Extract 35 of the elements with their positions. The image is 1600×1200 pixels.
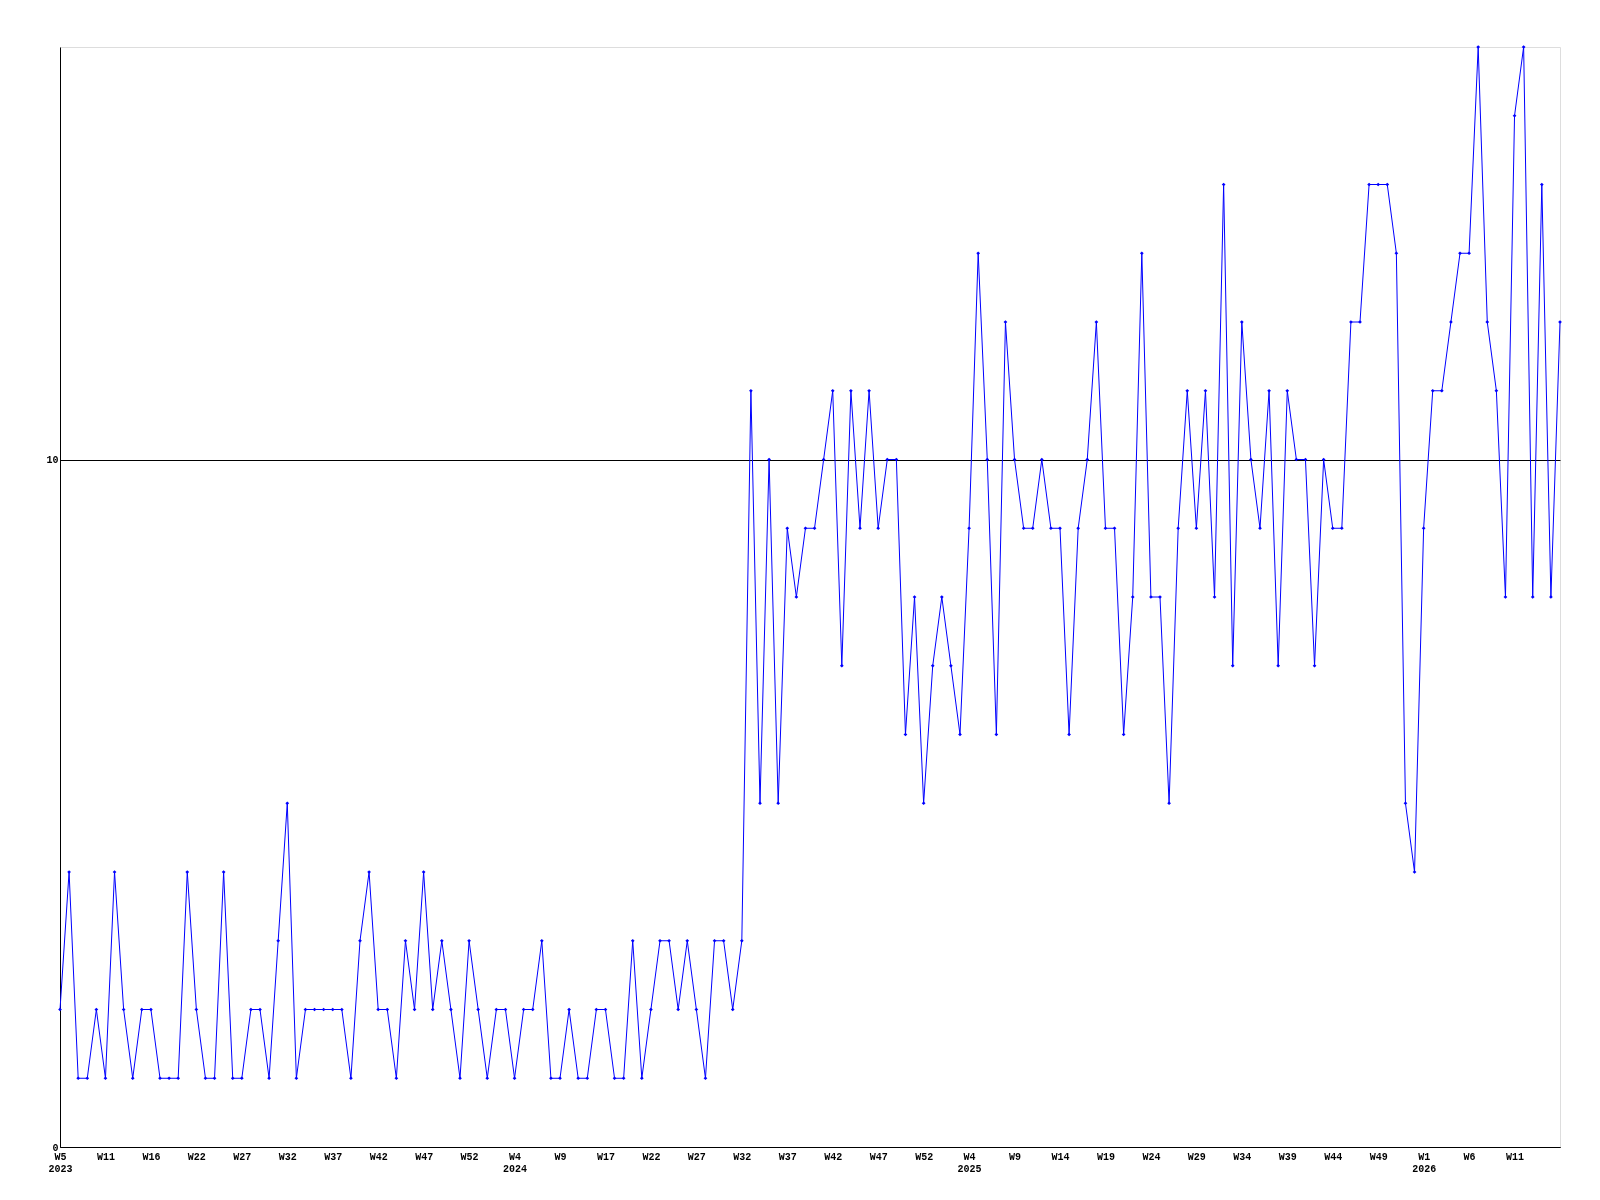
y-tick-label: 10: [46, 455, 59, 466]
x-tick-label: W37: [324, 1151, 343, 1163]
x-tick-label: W52: [915, 1151, 934, 1163]
x-tick-label: W9: [1009, 1151, 1022, 1163]
y-tick-label: 0: [52, 1142, 59, 1154]
x-tick-label: W16: [142, 1151, 161, 1163]
x-tick-label: W42: [369, 1151, 388, 1163]
x-tick-label: W49: [1369, 1151, 1388, 1163]
x-tick-label: W47: [869, 1151, 888, 1163]
x-tick-label: W34: [1233, 1151, 1252, 1163]
x-tick-label: W39: [1278, 1151, 1297, 1163]
x-tick-label: W29: [1187, 1151, 1206, 1163]
x-tick-label: W32: [733, 1151, 752, 1163]
x-tick-label: W42: [824, 1151, 843, 1163]
x-tick-label: W4 2025: [957, 1151, 982, 1175]
x-tick-label: W11: [96, 1151, 115, 1163]
x-tick-label: W6: [1463, 1151, 1476, 1163]
x-tick-label: W47: [415, 1151, 434, 1163]
x-tick-label: W52: [460, 1151, 479, 1163]
x-tick-label: W22: [187, 1151, 206, 1163]
x-tick-label: W22: [642, 1151, 661, 1163]
x-tick-label: W4 2024: [503, 1151, 528, 1175]
x-tick-label: W27: [687, 1151, 706, 1163]
x-tick-label: W14: [1051, 1151, 1070, 1163]
x-tick-label: W32: [278, 1151, 297, 1163]
x-tick-label: W44: [1324, 1151, 1343, 1163]
x-tick-label: W19: [1096, 1151, 1115, 1163]
x-tick-label: W9: [554, 1151, 567, 1163]
x-tick-label: W27: [233, 1151, 252, 1163]
x-tick-label: W17: [596, 1151, 615, 1163]
x-tick-label: W5 2023: [48, 1151, 73, 1175]
x-tick-label: W37: [778, 1151, 797, 1163]
x-tick-label: W24: [1142, 1151, 1161, 1163]
x-tick-label: W1 2026: [1412, 1151, 1437, 1175]
x-tick-label: W11: [1506, 1151, 1525, 1163]
